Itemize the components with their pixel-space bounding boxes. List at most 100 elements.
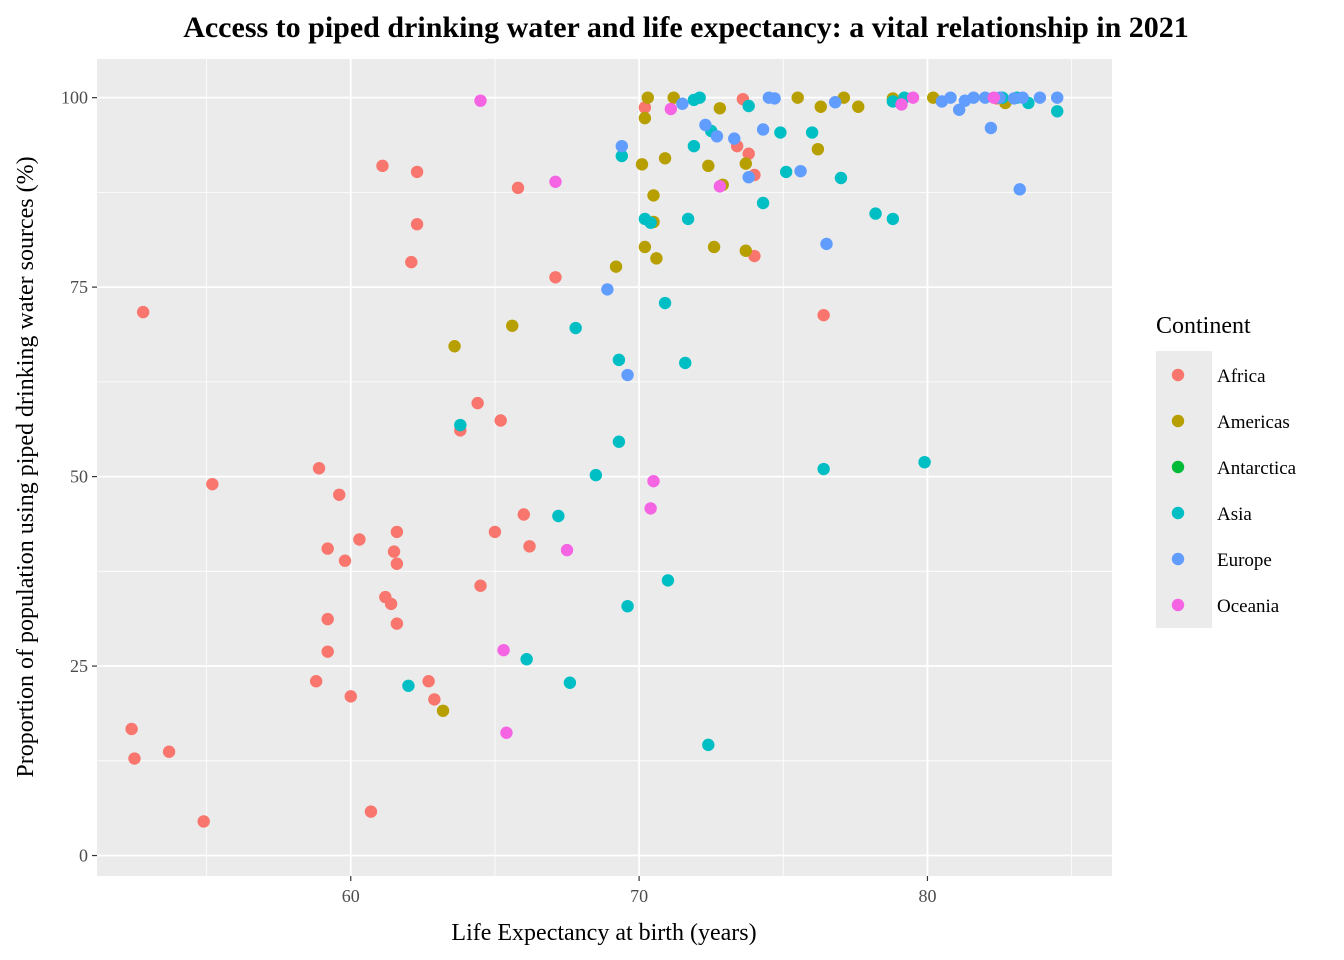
point-asia xyxy=(817,462,830,476)
point-americas xyxy=(436,704,450,717)
legend-key-oceania xyxy=(1171,598,1185,612)
point-europe xyxy=(676,97,689,110)
legend-label-europe: Europe xyxy=(1217,550,1272,571)
point-asia xyxy=(834,171,848,185)
point-europe xyxy=(978,91,992,104)
point-americas xyxy=(638,111,652,125)
x-axis-title: Life Expectancy at birth (years) xyxy=(451,920,756,946)
legend-key-europe xyxy=(1171,552,1185,566)
y-tick-label: 25 xyxy=(70,656,88,676)
point-africa xyxy=(517,508,530,521)
point-asia xyxy=(661,574,675,587)
point-americas xyxy=(739,244,752,257)
minor-gridlines xyxy=(97,59,1112,876)
point-oceania xyxy=(549,175,562,188)
point-europe xyxy=(1016,91,1029,104)
point-europe xyxy=(742,171,755,184)
y-axis-title: Proportion of population using piped dri… xyxy=(13,156,39,777)
point-africa xyxy=(128,752,141,765)
point-africa xyxy=(405,255,418,269)
point-asia xyxy=(612,353,626,367)
point-europe xyxy=(984,121,998,135)
point-asia xyxy=(779,165,793,179)
point-asia xyxy=(621,599,634,613)
point-americas xyxy=(713,102,727,115)
point-asia xyxy=(756,196,770,210)
point-americas xyxy=(852,100,865,113)
point-americas xyxy=(658,152,672,165)
point-americas xyxy=(650,252,663,265)
data-points xyxy=(125,91,1064,828)
point-americas xyxy=(635,158,649,171)
point-europe xyxy=(794,164,807,178)
point-oceania xyxy=(987,91,1000,104)
point-europe xyxy=(952,103,966,116)
point-africa xyxy=(206,477,219,491)
legend: Continent Africa Americas Antarctica Asia Eu… xyxy=(1156,313,1297,628)
y-tick-label: 0 xyxy=(79,846,88,866)
legend-title: Continent xyxy=(1156,313,1251,339)
point-asia xyxy=(402,679,415,692)
point-africa xyxy=(376,159,389,173)
major-gridlines xyxy=(97,59,1112,876)
point-asia xyxy=(774,126,787,139)
legend-label-americas: Americas xyxy=(1217,412,1290,433)
point-asia xyxy=(742,99,755,113)
point-africa xyxy=(384,597,398,611)
point-europe xyxy=(820,237,833,251)
point-africa xyxy=(364,805,378,818)
point-africa xyxy=(390,557,404,570)
legend-label-asia: Asia xyxy=(1217,504,1252,525)
point-africa xyxy=(511,181,525,195)
point-europe xyxy=(728,132,741,145)
point-asia xyxy=(869,207,882,220)
point-africa xyxy=(387,545,401,558)
point-africa xyxy=(321,542,334,555)
point-africa xyxy=(338,554,352,567)
point-europe xyxy=(828,95,842,109)
point-europe xyxy=(756,123,770,136)
point-asia xyxy=(886,212,900,226)
legend-key-background xyxy=(1156,351,1212,628)
point-europe xyxy=(1051,91,1064,104)
point-africa xyxy=(390,525,404,539)
point-asia xyxy=(569,321,582,335)
x-axis: 60 70 80 xyxy=(342,876,936,906)
point-asia xyxy=(918,455,931,469)
legend-key-asia xyxy=(1171,506,1185,520)
point-asia xyxy=(615,149,629,163)
point-africa xyxy=(422,675,435,688)
point-oceania xyxy=(644,502,657,515)
point-americas xyxy=(811,142,825,156)
point-oceania xyxy=(560,543,574,557)
point-africa xyxy=(309,675,323,688)
point-asia xyxy=(520,653,533,666)
point-asia xyxy=(552,509,565,523)
point-oceania xyxy=(474,94,487,107)
point-asia xyxy=(589,468,603,482)
point-europe xyxy=(944,91,957,104)
point-africa xyxy=(638,101,652,114)
legend-key-americas xyxy=(1171,414,1185,428)
point-africa xyxy=(125,722,138,736)
point-americas xyxy=(638,240,652,254)
point-asia xyxy=(805,126,819,139)
point-europe xyxy=(967,91,980,104)
legend-label-africa: Africa xyxy=(1217,366,1266,387)
legend-label-antarctica: Antarctica xyxy=(1217,458,1297,479)
point-oceania xyxy=(713,180,727,193)
point-africa xyxy=(474,579,487,592)
y-tick-label: 50 xyxy=(70,467,88,487)
point-africa xyxy=(162,745,176,758)
point-americas xyxy=(647,189,660,202)
point-asia xyxy=(658,296,672,310)
point-africa xyxy=(390,617,404,630)
point-africa xyxy=(488,525,502,539)
legend-key-africa xyxy=(1171,368,1185,382)
point-asia xyxy=(687,139,701,153)
point-africa xyxy=(494,414,507,427)
point-oceania xyxy=(647,474,660,488)
point-africa xyxy=(742,147,755,160)
point-europe xyxy=(1013,183,1026,196)
point-africa xyxy=(136,305,150,319)
